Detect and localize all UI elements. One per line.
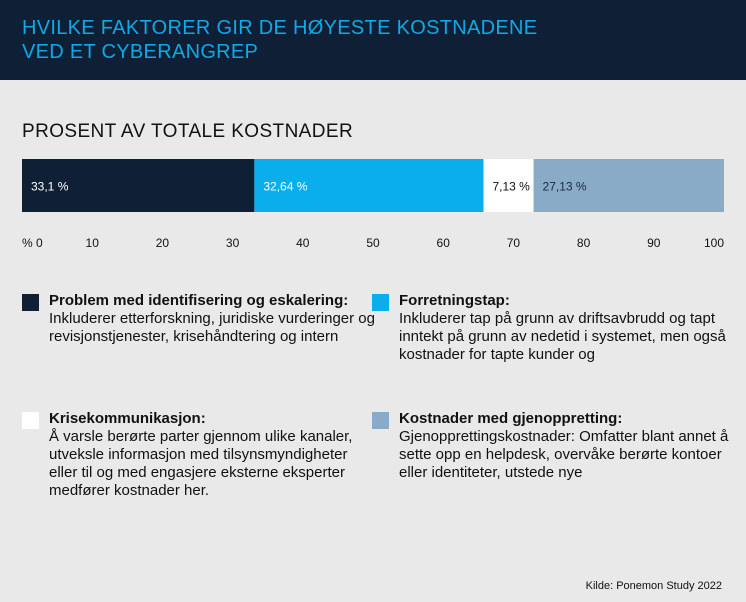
legend-description: Inkluderer tap på grunn av driftsavbrudd…: [399, 310, 726, 363]
bar-segment-identification: [22, 159, 255, 212]
x-tick-label: 60: [437, 236, 451, 250]
source-note: Kilde: Ponemon Study 2022: [585, 580, 722, 592]
legend-title: Kostnader med gjenoppretting:: [399, 410, 623, 427]
bar-label-segment-business-loss: 32,64 %: [263, 180, 307, 194]
legend-description: Inkluderer etterforskning, juridiske vur…: [49, 310, 375, 345]
header-banner: HVILKE FAKTORER GIR DE HØYESTE KOSTNADEN…: [0, 0, 746, 80]
x-tick-label: 50: [366, 236, 380, 250]
legend-swatch: [22, 294, 39, 311]
bar-segment-crisis-communication: [483, 159, 534, 212]
x-tick-label: % 0: [22, 236, 43, 250]
legend-swatch: [372, 412, 389, 429]
legend-description: Gjenopprettingskostnader: Omfatter blant…: [399, 428, 729, 481]
x-tick-label: 10: [86, 236, 100, 250]
x-tick-label: 20: [156, 236, 170, 250]
legend-title: Krisekommunikasjon:: [49, 410, 206, 427]
legend-description: Å varsle berørte parter gjennom ulike ka…: [49, 428, 353, 499]
bar-segment-recovery: [533, 159, 724, 212]
stacked-bar-chart: 33,1 % 32,64 % 7,13 % 27,13 % % 0 10 20 30 40 50 6…: [22, 159, 724, 250]
legend-title: Problem med identifisering og eskalering…: [49, 292, 349, 309]
x-tick-label: 70: [507, 236, 521, 250]
chart-subtitle: PROSENT AV TOTALE KOSTNADER: [22, 121, 354, 142]
x-tick-label: 30: [226, 236, 240, 250]
bar-label-segment-identification: 33,1 %: [31, 180, 69, 194]
page-title: HVILKE FAKTORER GIR DE HØYESTE KOSTNADEN…: [22, 17, 538, 63]
x-tick-label: 80: [577, 236, 591, 250]
bar-label-segment-recovery: 27,13 %: [543, 180, 587, 194]
legend-swatch: [372, 294, 389, 311]
bar-segment-business-loss: [254, 159, 484, 212]
legend-swatch: [22, 412, 39, 429]
x-tick-label: 40: [296, 236, 310, 250]
x-tick-label: 100: [704, 236, 724, 250]
bar-label-segment-crisis-communication: 7,13 %: [492, 180, 530, 194]
legend-title: Forretningstap:: [399, 292, 510, 309]
x-tick-label: 90: [647, 236, 661, 250]
